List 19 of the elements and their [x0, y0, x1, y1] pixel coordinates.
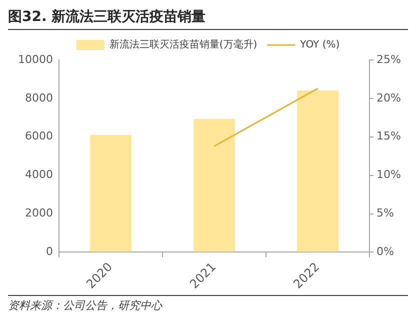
y2-tick-label: 15%: [376, 130, 402, 143]
y2-tick-label: 5%: [376, 206, 394, 220]
bar: [297, 90, 338, 252]
chart-title: 图32. 新流法三联灭活疫苗销量: [8, 8, 408, 30]
legend-label: 新流法三联灭活疫苗销量(万毫升): [109, 38, 258, 51]
y-tick-label: 10000: [18, 52, 53, 66]
bar: [194, 118, 235, 252]
y-tick-label: 0: [46, 245, 53, 258]
y-tick-label: 4000: [24, 168, 53, 182]
bar: [90, 134, 132, 252]
text: 资料来源：公司公告，研究中心: [8, 295, 408, 313]
y-tick-label: 2000: [24, 206, 53, 220]
legend-label: YOY (%): [299, 40, 340, 51]
y2-tick-label: 10%: [376, 168, 402, 182]
y-tick-label: 6000: [24, 130, 53, 143]
y-tick-label: 8000: [24, 91, 53, 104]
y2-tick-label: 0%: [376, 245, 394, 258]
y2-tick-label: 20%: [376, 91, 402, 104]
y2-tick-label: 25%: [376, 52, 402, 66]
